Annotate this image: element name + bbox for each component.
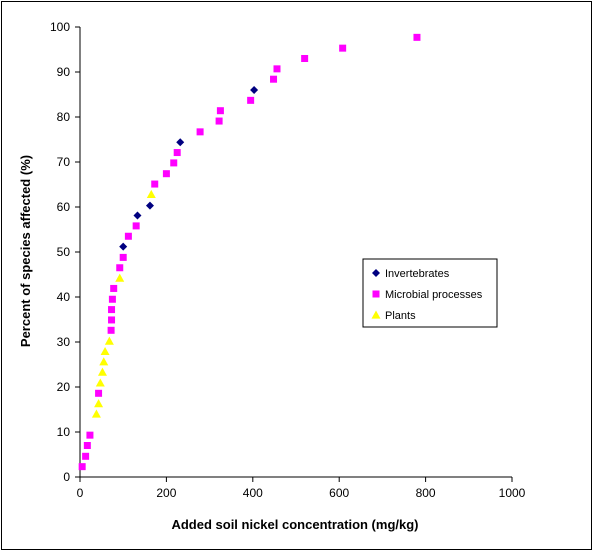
invertebrates-point <box>133 211 142 220</box>
series-invertebrates <box>119 86 259 251</box>
invertebrates-point <box>250 86 259 94</box>
invertebrates-point <box>176 138 185 147</box>
microbial-processes-point <box>413 33 421 41</box>
plants-point <box>97 367 107 376</box>
microbial-processes-point <box>301 55 309 62</box>
microbial-processes-point <box>124 232 132 240</box>
microbial-processes-point <box>108 316 116 324</box>
microbial-processes-point <box>83 442 91 449</box>
y-axis-title: Percent of species affected (%) <box>18 155 33 347</box>
plants-point <box>115 273 125 282</box>
legend-box <box>362 258 498 328</box>
y-axis-ticks: 0 10 20 30 40 50 60 70 80 90 100 <box>50 20 80 484</box>
x-axis-title: Added soil nickel concentration (mg/kg) <box>171 517 418 532</box>
plants-point <box>100 346 110 356</box>
x-tick-label: 1000 <box>499 486 526 500</box>
microbial-processes-point <box>247 96 255 104</box>
legend-label-microbial-processes: Microbial processes <box>385 289 483 301</box>
microbial-processes-point <box>95 389 103 397</box>
x-tick-label: 200 <box>156 486 176 500</box>
microbial-processes-point <box>110 284 118 292</box>
y-tick-label: 0 <box>63 470 70 484</box>
microbial-processes-point <box>216 107 224 115</box>
x-axis-ticks: 0 200 400 600 800 1000 <box>77 477 526 500</box>
y-tick-label: 90 <box>57 65 71 79</box>
y-tick-label: 60 <box>57 200 71 214</box>
y-tick-label: 30 <box>57 335 71 349</box>
legend-label-invertebrates: Invertebrates <box>385 268 450 280</box>
plants-point <box>146 189 156 198</box>
microbial-processes-point <box>116 264 124 272</box>
x-tick-label: 600 <box>329 486 349 500</box>
microbial-processes-point <box>78 463 86 471</box>
microbial-processes-point <box>339 44 347 52</box>
invertebrates-point <box>119 242 128 251</box>
microbial-processes-point <box>270 75 278 83</box>
y-tick-label: 40 <box>57 290 71 304</box>
plants-point <box>91 409 101 418</box>
plants-point <box>95 378 105 387</box>
microbial-processes-point <box>108 295 116 303</box>
legend-marker-microbial-processes <box>372 290 380 298</box>
y-tick-label: 70 <box>57 155 71 169</box>
microbial-processes-point <box>170 159 178 167</box>
axes <box>79 27 512 478</box>
microbial-processes-point <box>173 149 181 157</box>
microbial-processes-point <box>107 326 115 334</box>
plants-point <box>104 336 114 345</box>
microbial-processes-point <box>82 452 90 460</box>
microbial-processes-point <box>273 65 281 73</box>
x-tick-label: 0 <box>77 486 84 500</box>
data-points <box>78 33 421 471</box>
legend-label-plants: Plants <box>385 310 416 322</box>
y-tick-label: 80 <box>57 110 71 124</box>
microbial-processes-point <box>132 222 140 230</box>
invertebrates-point <box>145 201 154 210</box>
microbial-processes-point <box>215 117 223 125</box>
plants-point <box>99 357 109 366</box>
microbial-processes-point <box>108 306 116 314</box>
microbial-processes-point <box>196 128 204 136</box>
x-tick-label: 800 <box>416 486 436 500</box>
microbial-processes-point <box>86 431 94 439</box>
microbial-processes-point <box>162 170 170 178</box>
legend: Invertebrates Microbial processes Plants <box>362 258 498 328</box>
legend-marker-invertebrates <box>372 269 380 277</box>
y-tick-label: 10 <box>57 425 71 439</box>
x-tick-label: 400 <box>243 486 263 500</box>
microbial-processes-point <box>119 253 127 261</box>
y-tick-label: 50 <box>57 245 71 259</box>
microbial-processes-point <box>151 180 159 188</box>
series-microbial-processes <box>78 33 421 471</box>
series-plants <box>91 189 156 418</box>
y-tick-label: 20 <box>57 380 71 394</box>
plants-point <box>94 399 104 408</box>
y-tick-label: 100 <box>50 20 70 34</box>
legend-marker-plants <box>371 310 381 319</box>
